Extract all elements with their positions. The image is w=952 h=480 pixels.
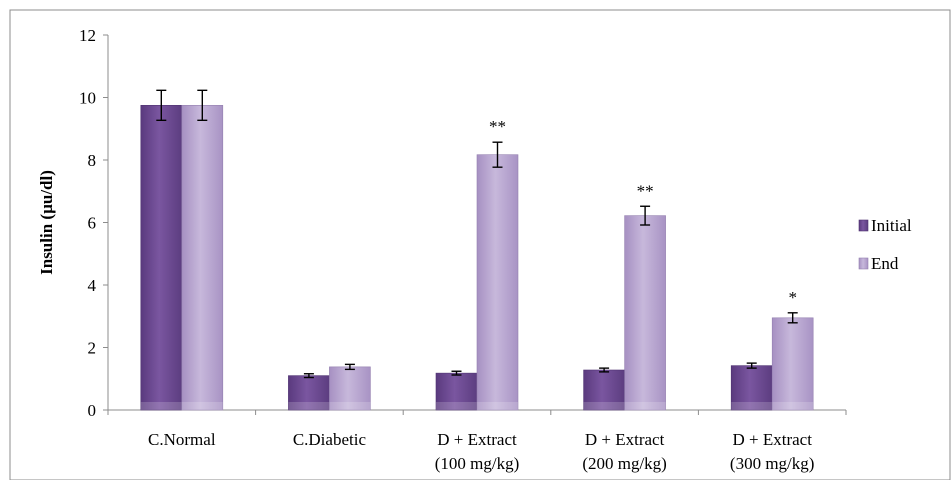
bar-initial [140, 105, 183, 411]
legend-label-initial: Initial [871, 216, 912, 235]
bar-initial [583, 369, 625, 411]
bar-base-shade [772, 402, 814, 410]
significance-annotation: * [788, 288, 797, 307]
bar-base-shade [181, 402, 223, 410]
x-category-label: (100 mg/kg) [435, 454, 520, 473]
significance-annotation: ** [637, 181, 654, 200]
legend-swatch-initial [858, 219, 869, 232]
significance-annotation: ** [489, 117, 506, 136]
x-category-label: D + Extract [732, 430, 812, 449]
y-tick-label: 12 [79, 26, 96, 45]
bar-end [329, 366, 371, 411]
bar-base-shade [288, 402, 330, 410]
bar-initial [435, 372, 478, 411]
bar-base-shade [140, 402, 182, 410]
legend-label-end: End [871, 254, 899, 273]
bar-end [181, 105, 224, 411]
bar-base-shade [329, 402, 371, 410]
bar-end [624, 215, 666, 411]
bar-base-shade [477, 402, 518, 410]
y-axis-label: Insulin (µu/dl) [37, 170, 56, 275]
bar-base-shade [583, 402, 625, 410]
x-category-label: C.Normal [148, 430, 216, 449]
bar-end [476, 154, 519, 411]
y-tick-label: 6 [88, 214, 97, 233]
y-tick-label: 2 [88, 339, 97, 358]
y-tick-label: 8 [88, 151, 97, 170]
bar-base-shade [436, 402, 477, 410]
x-category-label: (300 mg/kg) [730, 454, 815, 473]
x-category-label: (200 mg/kg) [582, 454, 667, 473]
y-tick-label: 4 [88, 276, 97, 295]
y-tick-label: 0 [88, 401, 97, 420]
x-category-label: D + Extract [585, 430, 665, 449]
x-category-label: C.Diabetic [293, 430, 367, 449]
legend-swatch-end [858, 257, 869, 270]
bar-end [771, 317, 814, 411]
y-tick-label: 10 [79, 89, 96, 108]
bar-base-shade [731, 402, 773, 410]
x-category-label: D + Extract [437, 430, 517, 449]
bar-base-shade [624, 402, 666, 410]
